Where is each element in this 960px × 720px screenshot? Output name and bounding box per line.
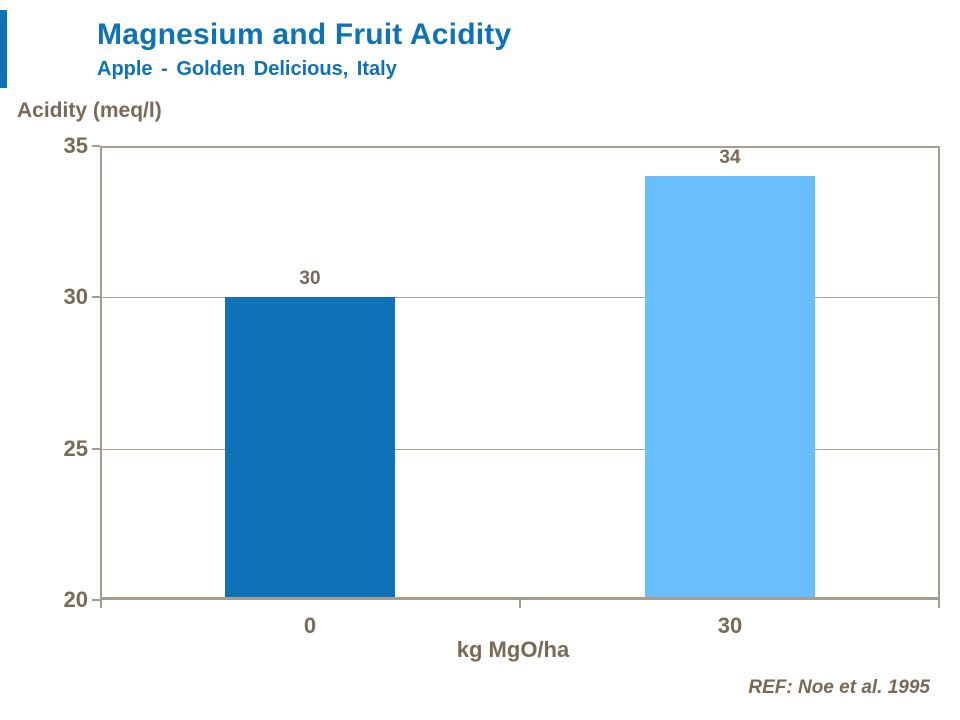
- plot-area: [100, 146, 940, 600]
- y-tick-label-20: 20: [63, 587, 88, 612]
- y-tick-mark-35: [92, 145, 100, 147]
- y-tick-mark-20: [92, 599, 100, 601]
- x-tick-mark-2: [938, 600, 940, 608]
- x-category-label-30: 30: [717, 613, 743, 638]
- x-tick-mark-0: [100, 600, 102, 608]
- bar-30-kg: [645, 176, 815, 597]
- x-category-label-0: 0: [303, 613, 317, 638]
- y-axis-title: Acidity (meq/l): [17, 99, 162, 122]
- x-tick-mark-1: [519, 600, 521, 608]
- reference-text: REF: Noe et al. 1995: [748, 677, 930, 698]
- y-tick-label-30: 30: [63, 284, 88, 309]
- y-tick-label-35: 35: [63, 133, 88, 158]
- bar-value-label-30: 34: [719, 147, 741, 168]
- chart-subtitle: Apple - Golden Delicious, Italy: [97, 58, 397, 80]
- chart-title: Magnesium and Fruit Acidity: [97, 18, 512, 51]
- x-axis-title: kg MgO/ha: [456, 637, 570, 662]
- bar-0-kg: [225, 297, 395, 597]
- y-tick-label-25: 25: [63, 436, 88, 461]
- y-tick-mark-25: [92, 448, 100, 450]
- gridline-25: [102, 449, 938, 450]
- y-tick-mark-30: [92, 296, 100, 298]
- gridline-30: [102, 297, 938, 298]
- bar-value-label-0: 30: [299, 268, 321, 289]
- title-accent-bar: [0, 10, 7, 88]
